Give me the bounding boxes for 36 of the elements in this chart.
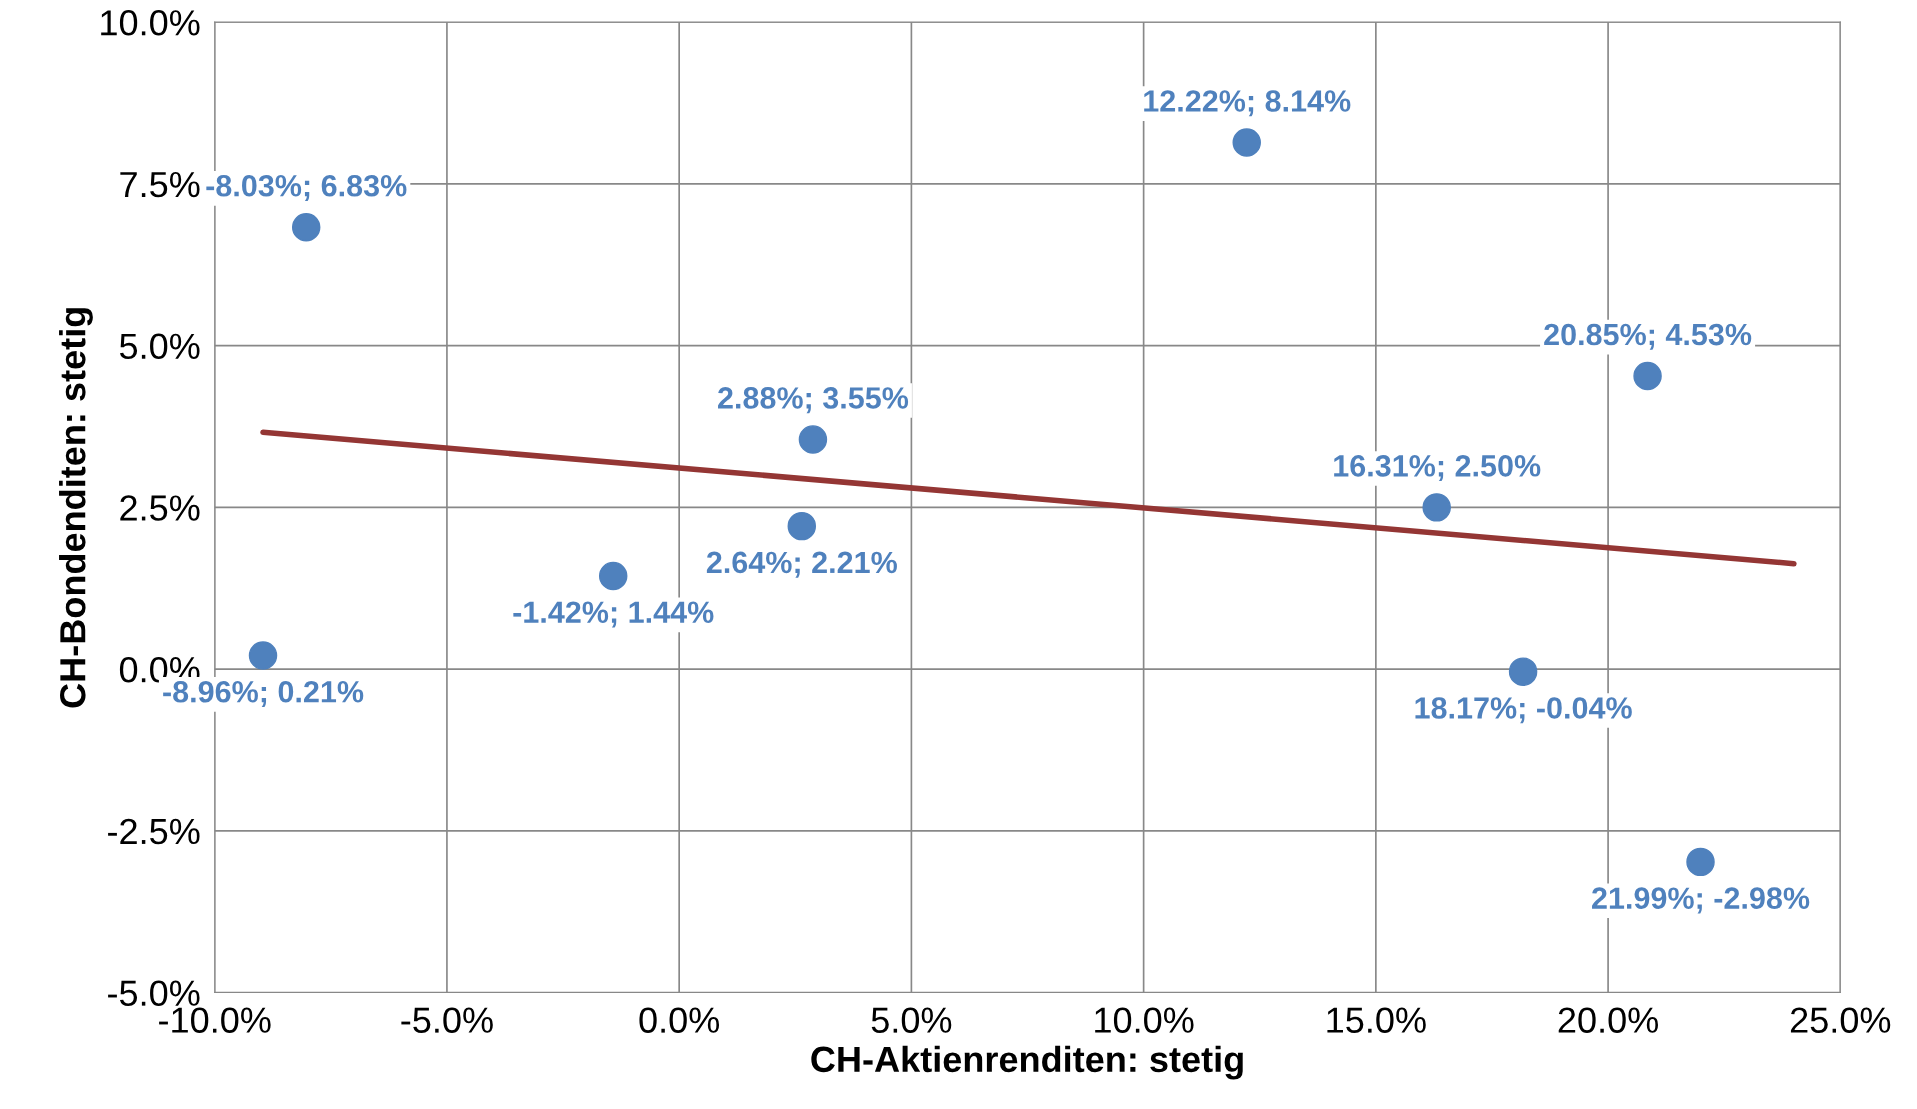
x-tick-label: 0.0% — [639, 1007, 720, 1033]
x-tick-label: 5.0% — [871, 1007, 952, 1033]
point — [291, 213, 321, 242]
y-tick-label: 5.0% — [119, 333, 200, 360]
data-label: 21.99%; -2.98% — [1592, 887, 1810, 914]
data-label: 18.17%; -0.04% — [1415, 697, 1632, 724]
data-label: 2.64%; 2.21% — [706, 551, 897, 578]
data-label: -1.42%; 1.44% — [513, 601, 714, 628]
point — [1633, 361, 1662, 391]
y-tick-label: 7.5% — [120, 171, 200, 198]
point — [248, 641, 278, 670]
x-tick-label: -5.0% — [401, 1007, 493, 1033]
y-tick-label: -5.0% — [108, 980, 200, 1006]
y-tick-label: 10.0% — [101, 10, 200, 36]
point — [798, 425, 828, 454]
x-tick-label: 10.0% — [1095, 1007, 1194, 1033]
data-label: 12.22%; 8.14% — [1144, 90, 1351, 117]
data-label: -8.03%; 6.83% — [206, 174, 407, 201]
point — [1686, 847, 1715, 877]
point — [598, 561, 628, 591]
data-label: 2.88%; 3.55% — [718, 387, 909, 414]
x-tick-label: -10.0% — [159, 1007, 271, 1033]
x-tick-label: 20.0% — [1558, 1007, 1658, 1033]
data-label: 20.85%; 4.53% — [1544, 323, 1752, 350]
y-tick-label: 2.5% — [120, 495, 200, 521]
y-tick-label: -2.5% — [108, 818, 200, 845]
point — [787, 511, 817, 541]
point — [1508, 657, 1538, 686]
point — [1232, 128, 1261, 157]
point — [1422, 493, 1451, 522]
data-label: -8.96%; 0.21% — [163, 680, 364, 708]
x-axis-title: CH-Aktienrenditen: stetig — [811, 1045, 1243, 1080]
x-tick-label: 15.0% — [1327, 1007, 1426, 1033]
x-tick-label: 25.0% — [1790, 1007, 1891, 1033]
y-axis-title: CH-Bondenditen: stetig — [59, 308, 93, 708]
data-label: 16.31%; 2.50% — [1334, 455, 1541, 482]
